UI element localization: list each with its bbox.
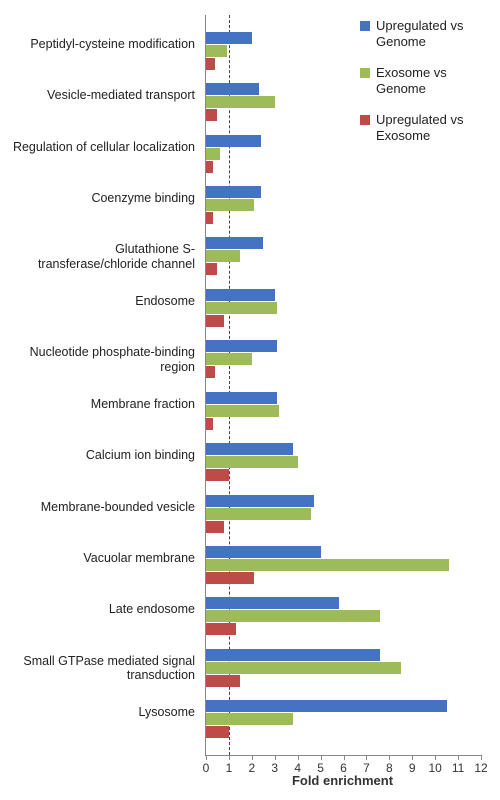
bar-blue [206,237,263,249]
category-label: Peptidyl-cysteine modification [10,37,200,51]
category-label: Coenzyme binding [10,191,200,205]
x-tick [321,755,322,760]
bar-green [206,353,252,365]
bar-blue [206,546,321,558]
bar-blue [206,495,314,507]
legend-label: Upregulated vs Exosome [376,112,500,143]
bar-red [206,366,215,378]
bar-green [206,199,254,211]
bar-red [206,623,236,635]
bar-green [206,45,227,57]
bar-blue [206,83,259,95]
bar-red [206,109,217,121]
category-label: Regulation of cellular localization [10,140,200,154]
bar-red [206,418,213,430]
legend-swatch [360,68,370,78]
category-label: Endosome [10,294,200,308]
bar-blue [206,289,275,301]
legend-swatch [360,21,370,31]
x-tick [298,755,299,760]
bar-green [206,405,279,417]
bar-blue [206,186,261,198]
bar-green [206,250,240,262]
bar-group [206,591,481,642]
bar-green [206,96,275,108]
bar-green [206,148,220,160]
bar-group [206,231,481,282]
bar-red [206,263,217,275]
legend-label: Upregulated vs Genome [376,18,500,49]
x-tick [206,755,207,760]
category-label: Lysosome [10,705,200,719]
legend-item: Exosome vs Genome [360,65,500,96]
bar-group [206,334,481,385]
bar-green [206,456,298,468]
bar-red [206,315,224,327]
x-tick [412,755,413,760]
bar-green [206,508,311,520]
bar-blue [206,340,277,352]
bar-green [206,559,449,571]
bar-red [206,212,213,224]
bar-group [206,282,481,333]
bar-blue [206,700,447,712]
x-tick [481,755,482,760]
category-label: Vesicle-mediated transport [10,88,200,102]
category-label: Membrane-bounded vesicle [10,500,200,514]
bar-green [206,713,293,725]
bar-red [206,726,229,738]
bar-green [206,662,401,674]
enrichment-chart: 0123456789101112 Peptidyl-cysteine modif… [10,10,490,790]
category-label: Glutathione S-transferase/chloride chann… [10,242,200,271]
category-label: Vacuolar membrane [10,551,200,565]
bar-group [206,385,481,436]
category-label: Nucleotide phosphate-binding region [10,345,200,374]
bar-group [206,436,481,487]
bar-green [206,610,380,622]
x-tick [458,755,459,760]
x-tick [275,755,276,760]
x-tick [366,755,367,760]
category-label: Late endosome [10,602,200,616]
bar-blue [206,135,261,147]
bar-group [206,694,481,745]
bar-red [206,572,254,584]
bar-blue [206,649,380,661]
bar-red [206,469,229,481]
legend-swatch [360,115,370,125]
category-label: Membrane fraction [10,397,200,411]
bar-blue [206,392,277,404]
bar-blue [206,443,293,455]
x-axis-label: Fold enrichment [205,773,480,788]
category-label: Small GTPase mediated signal transductio… [10,654,200,683]
x-tick [344,755,345,760]
bar-red [206,521,224,533]
bar-group [206,642,481,693]
legend: Upregulated vs Genome Exosome vs Genome Up… [360,18,500,160]
bar-blue [206,32,252,44]
bar-blue [206,597,339,609]
bar-green [206,302,277,314]
x-tick [229,755,230,760]
bar-group [206,539,481,590]
bar-group [206,488,481,539]
bar-red [206,161,213,173]
legend-item: Upregulated vs Exosome [360,112,500,143]
x-tick [435,755,436,760]
category-label: Calcium ion binding [10,448,200,462]
bar-group [206,179,481,230]
bar-red [206,58,215,70]
legend-item: Upregulated vs Genome [360,18,500,49]
bar-red [206,675,240,687]
legend-label: Exosome vs Genome [376,65,500,96]
x-tick [252,755,253,760]
x-tick [389,755,390,760]
